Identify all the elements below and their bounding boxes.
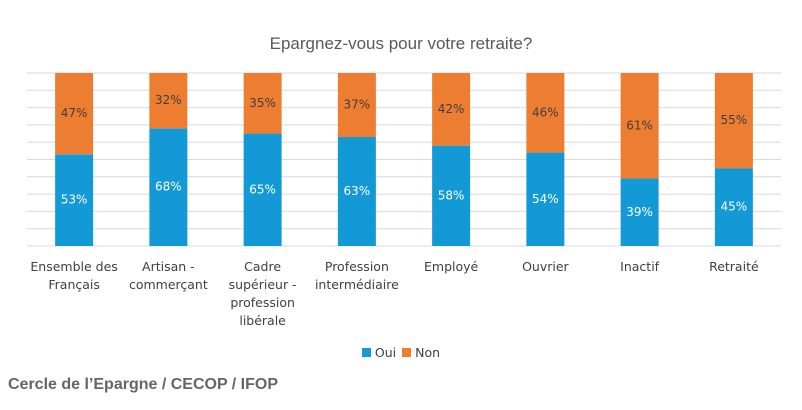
data-label: 45% [721, 200, 748, 214]
bar-segment [620, 73, 659, 179]
data-label: 32% [155, 93, 182, 107]
data-label: 47% [61, 106, 88, 120]
x-tick-label: Inactif [620, 259, 660, 274]
data-label: 68% [155, 180, 182, 194]
bar-segment [149, 73, 188, 129]
bar-segment [714, 168, 753, 246]
bar-segment [526, 73, 565, 153]
bar-segment [149, 128, 188, 246]
x-tick-label: Employé [424, 259, 479, 274]
data-label: 58% [438, 188, 465, 202]
legend-label: Oui [374, 345, 397, 360]
source: Cercle de l’Epargne / CECOP / IFOP [8, 376, 279, 393]
legend-item: Non [402, 345, 440, 360]
data-label: 65% [249, 182, 276, 196]
bar-segment [243, 133, 282, 246]
x-tick-label: Ouvrier [522, 259, 569, 274]
x-tick-label: Artisan - commerçant [128, 259, 208, 292]
data-label: 39% [626, 205, 653, 219]
bar-segment [432, 73, 471, 146]
data-label: 37% [344, 98, 371, 112]
legend-swatch [402, 348, 412, 357]
bar-segment [337, 137, 376, 246]
legend-item: Oui [361, 345, 397, 360]
bar-segment [432, 145, 471, 246]
x-tick-label: Ensemble des Français [30, 259, 118, 292]
data-label: 53% [61, 193, 88, 207]
x-tick-label: Cadre supérieur - profession libérale [228, 259, 297, 328]
data-label: 46% [532, 105, 559, 119]
data-label: 54% [532, 192, 559, 206]
data-label: 63% [344, 184, 371, 198]
legend: Oui Non [0, 345, 802, 360]
bar-segment [243, 73, 282, 134]
x-tick-label: Profession intermédiaire [314, 259, 399, 292]
data-label: 61% [626, 118, 653, 132]
legend-label: Non [415, 345, 441, 360]
chart-title: Epargnez-vous pour votre retraite? [269, 34, 533, 53]
bar-segment [714, 73, 753, 169]
bar-segment [526, 152, 565, 246]
bar-segment [620, 178, 659, 246]
legend-swatch [361, 348, 371, 357]
data-label: 55% [721, 113, 748, 127]
bar-segment [55, 73, 94, 155]
bar-segment [337, 73, 376, 138]
data-label: 35% [249, 96, 276, 110]
bar-segment [55, 154, 94, 246]
data-label: 42% [438, 102, 465, 116]
x-tick-label: Retraité [709, 259, 759, 274]
